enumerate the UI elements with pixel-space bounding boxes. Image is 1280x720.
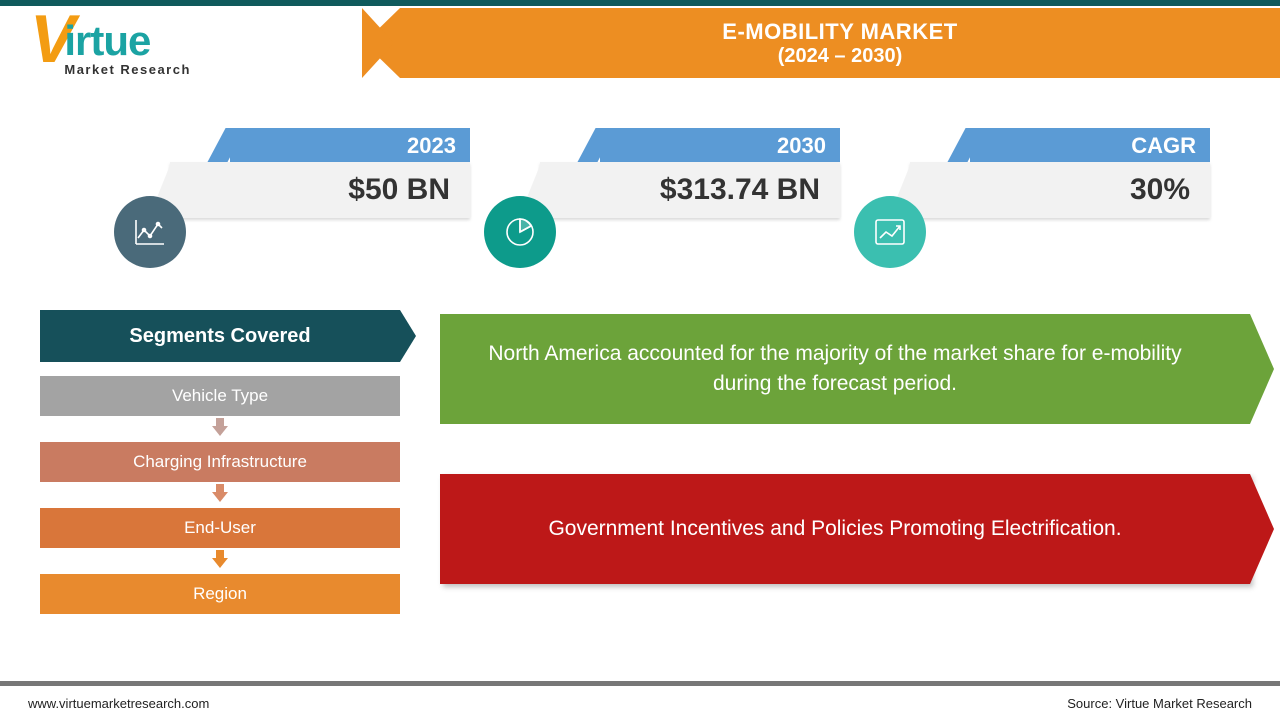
segment-item: End-User [40, 508, 400, 548]
down-arrow-icon [40, 548, 400, 574]
chevron-icon [362, 8, 394, 78]
logo-wordmark: irtue [64, 22, 191, 60]
pie-chart-icon [484, 196, 556, 268]
callout-driver: Government Incentives and Policies Promo… [440, 474, 1250, 584]
footer-url: www.virtuemarketresearch.com [28, 696, 209, 711]
stat-label: 2030 [600, 128, 840, 164]
callouts: North America accounted for the majority… [440, 310, 1250, 660]
title-banner: E-MOBILITY MARKET (2024 – 2030) [400, 8, 1280, 78]
stat-value: $313.74 BN [540, 162, 840, 218]
stat-value: 30% [910, 162, 1210, 218]
down-arrow-icon [40, 416, 400, 442]
segment-item: Vehicle Type [40, 376, 400, 416]
logo-subtitle: Market Research [64, 62, 191, 77]
stat-value: $50 BN [170, 162, 470, 218]
down-arrow-icon [40, 482, 400, 508]
line-chart-icon [114, 196, 186, 268]
segment-item: Region [40, 574, 400, 614]
title-main: E-MOBILITY MARKET [722, 19, 957, 45]
footer-source: Source: Virtue Market Research [1067, 696, 1252, 711]
segments-header: Segments Covered [40, 310, 400, 362]
callout-region: North America accounted for the majority… [440, 314, 1250, 424]
footer: www.virtuemarketresearch.com Source: Vir… [0, 686, 1280, 720]
segment-item: Charging Infrastructure [40, 442, 400, 482]
stat-label: CAGR [970, 128, 1210, 164]
title-years: (2024 – 2030) [778, 45, 903, 68]
stats-row: 2023 $50 BN 2030 $313.74 BN CAGR 30% [0, 130, 1280, 270]
growth-chart-icon [854, 196, 926, 268]
stat-label: 2023 [230, 128, 470, 164]
logo: V irtue Market Research [0, 6, 370, 77]
segments-panel: Segments Covered Vehicle Type Charging In… [40, 310, 400, 660]
lower-section: Segments Covered Vehicle Type Charging In… [40, 310, 1250, 660]
